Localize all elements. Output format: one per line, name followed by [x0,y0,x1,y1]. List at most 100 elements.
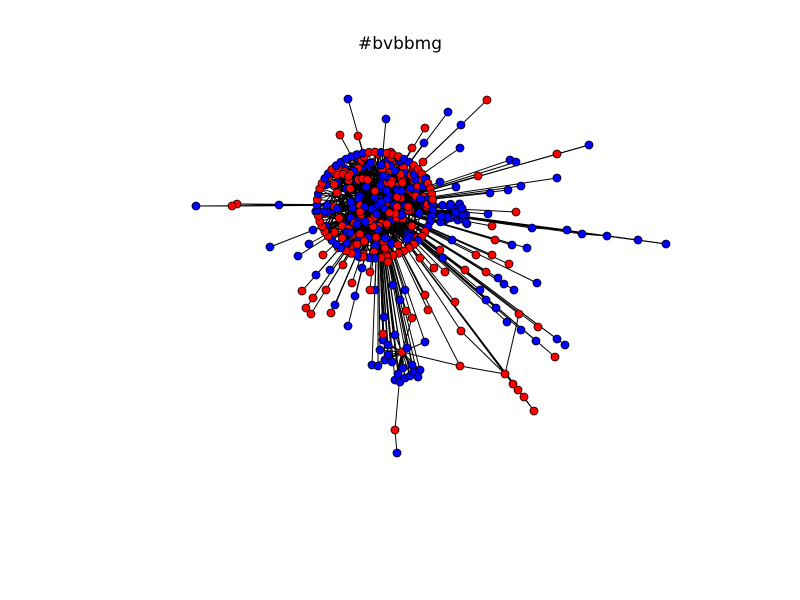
graph-node-blue [516,325,526,335]
graph-node-blue [332,204,342,213]
graph-title: #bvbbmg [357,34,443,54]
graph-node-red [529,406,539,416]
graph-edge [460,330,506,375]
graph-node-red [386,178,396,188]
graph-node-blue [531,336,541,346]
graph-node-red [335,130,345,140]
graph-node-red [471,250,481,260]
graph-node-blue [584,140,594,150]
graph-node-blue [457,203,467,213]
graph-node-red [511,207,521,217]
graph-node-red [504,259,514,269]
graph-node-blue [562,225,572,235]
graph-node-red [550,352,560,362]
graph-node-blue [308,225,318,235]
graph-node-blue [387,357,397,367]
graph-node-blue [372,209,382,219]
graph-node-blue [325,265,335,275]
graph-node-red [407,313,417,323]
graph-node-blue [436,211,446,221]
graph-node-red [365,267,375,277]
graph-node-red [552,149,562,159]
graph-node-blue [293,251,303,261]
graph-node-blue [560,340,570,350]
graph-node-red [500,369,510,379]
graph-edge [504,313,520,375]
graph-node-blue [376,160,386,170]
graph-node-blue [407,360,417,370]
graph-node-blue [414,208,424,218]
graph-node-blue [527,223,537,233]
graph-node-blue [516,181,526,191]
graph-node-red [338,260,348,270]
graph-node-blue [507,240,517,250]
graph-node-red [481,267,491,277]
graph-node-blue [346,228,355,238]
graph-node-red [407,221,417,231]
graph-node-blue [481,295,491,305]
graph-node-red [440,267,450,277]
graph-node-blue [357,263,367,273]
graph-edge [348,172,383,178]
graph-node-blue [503,185,513,195]
graph-node-blue [360,217,370,227]
graph-node-blue [375,181,385,191]
graph-node-blue [379,312,389,322]
graph-node-blue [393,369,403,379]
graph-node-red [435,245,445,255]
graph-node-red [392,192,402,202]
graph-node-blue [493,273,503,283]
graph-node-blue [446,199,456,209]
graph-node-blue [420,337,430,347]
graph-edge [637,239,667,245]
graph-node-blue [415,365,425,375]
graph-node-blue [383,194,392,204]
graph-node-red [363,175,373,185]
graph-node-blue [352,219,362,229]
graph-node-red [352,239,362,249]
graph-node-blue [380,233,390,243]
graph-node-blue [274,200,284,210]
graph-node-blue [552,173,562,183]
graph-node-blue [633,235,643,245]
graph-node-blue [415,194,425,204]
graph-node-blue [475,285,485,295]
graph-node-red [301,303,311,313]
graph-node-blue [400,285,410,295]
graph-node-red [371,232,381,242]
graph-node-blue [438,253,448,263]
graph-node-red [393,240,403,250]
graph-node-red [329,179,339,189]
graph-node-blue [455,143,465,153]
graph-node-red [519,392,529,402]
graph-edge [459,365,506,375]
graph-node-red [308,293,318,303]
graph-node-red [487,221,497,231]
graph-node-blue [511,157,521,167]
graph-node-blue [343,321,353,331]
graph-node-blue [451,207,461,217]
graph-node-blue [485,188,495,198]
graph-node-blue [265,242,275,252]
graph-node-blue [343,94,353,104]
graph-node-blue [456,120,466,130]
graph-node-blue [378,171,388,181]
graph-node-red [403,202,413,212]
graph-node-blue [381,114,391,124]
graph-node-red [487,250,497,260]
graph-node-red [359,236,369,246]
graph-node-red [514,309,524,319]
graph-edge [401,351,461,367]
graph-node-blue [602,231,612,241]
graph-node-red [533,322,543,332]
graph-node-blue [499,279,509,289]
graph-node-red [378,329,388,339]
graph-node-blue [405,183,415,193]
graph-node-blue [661,239,671,249]
graph-node-red [318,250,328,260]
graph-node-blue [304,239,314,249]
graph-node-red [337,233,347,243]
graph-node-blue [330,300,340,310]
graph-edge [377,177,558,206]
graph-node-blue [398,363,408,373]
